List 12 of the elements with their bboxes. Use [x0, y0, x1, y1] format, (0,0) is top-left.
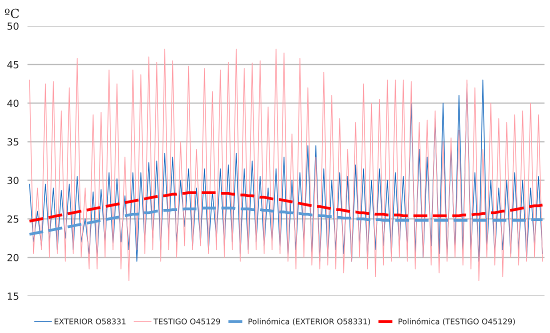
line-series — [28, 191, 544, 223]
y-tick-label: 40 — [7, 100, 19, 107]
y-tick-label: 35 — [8, 138, 18, 146]
y-tick-label: 25 — [8, 215, 18, 223]
y-tick-label: 30 — [8, 176, 19, 184]
y-tick-label: 15 — [8, 292, 18, 300]
line-series — [28, 206, 544, 236]
y-tick-label: 20 — [8, 254, 19, 262]
y-tick-label: 50 — [8, 22, 19, 30]
y-axis-title: ºC — [4, 8, 19, 18]
y-tick-label: 45 — [7, 61, 18, 68]
line-series — [29, 48, 543, 281]
